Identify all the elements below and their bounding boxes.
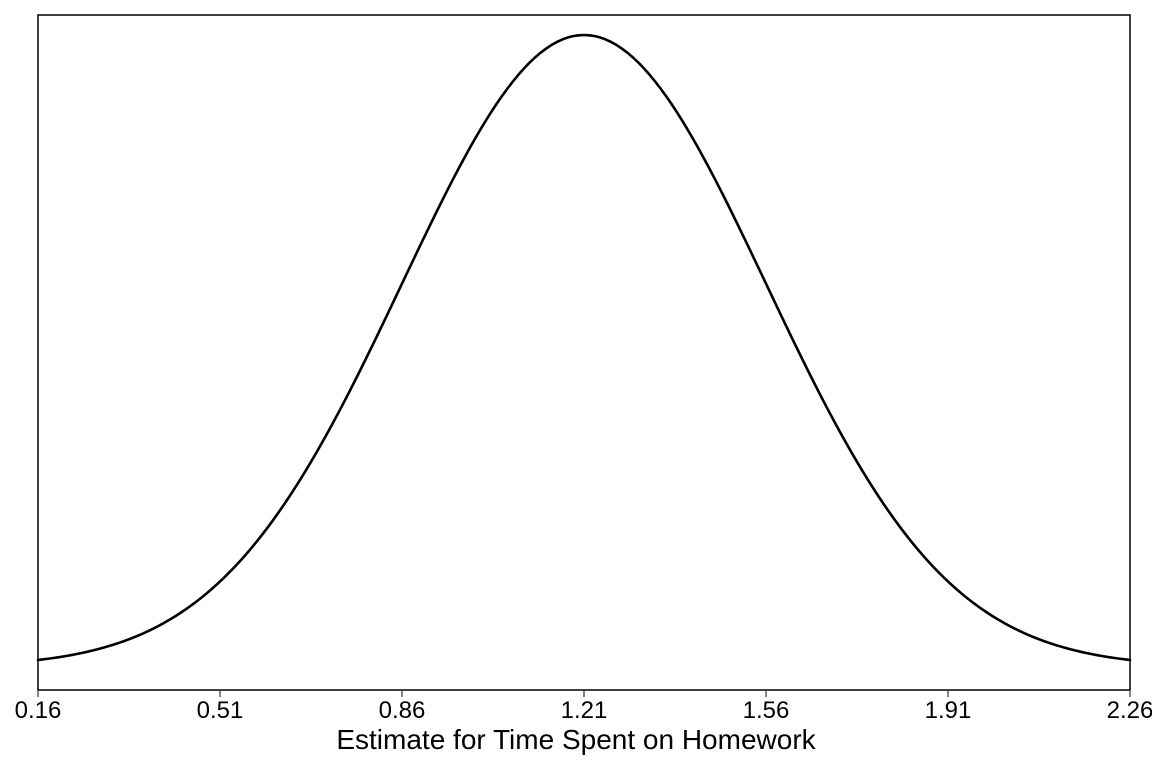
x-tick-label: 1.21 xyxy=(561,697,608,724)
chart-svg: 0.16 0.51 0.86 1.21 1.56 1.91 2.26 xyxy=(0,0,1152,768)
density-chart: 0.16 0.51 0.86 1.21 1.56 1.91 2.26 Estimate fo… xyxy=(0,0,1152,768)
x-tick-label: 0.86 xyxy=(379,697,426,724)
x-axis-label: Estimate for Time Spent on Homework xyxy=(0,724,1152,756)
x-tick-label: 2.26 xyxy=(1107,697,1152,724)
x-tick-label: 0.16 xyxy=(15,697,62,724)
x-tick-label: 0.51 xyxy=(197,697,244,724)
x-tick-label: 1.91 xyxy=(925,697,972,724)
x-tick-label: 1.56 xyxy=(743,697,790,724)
